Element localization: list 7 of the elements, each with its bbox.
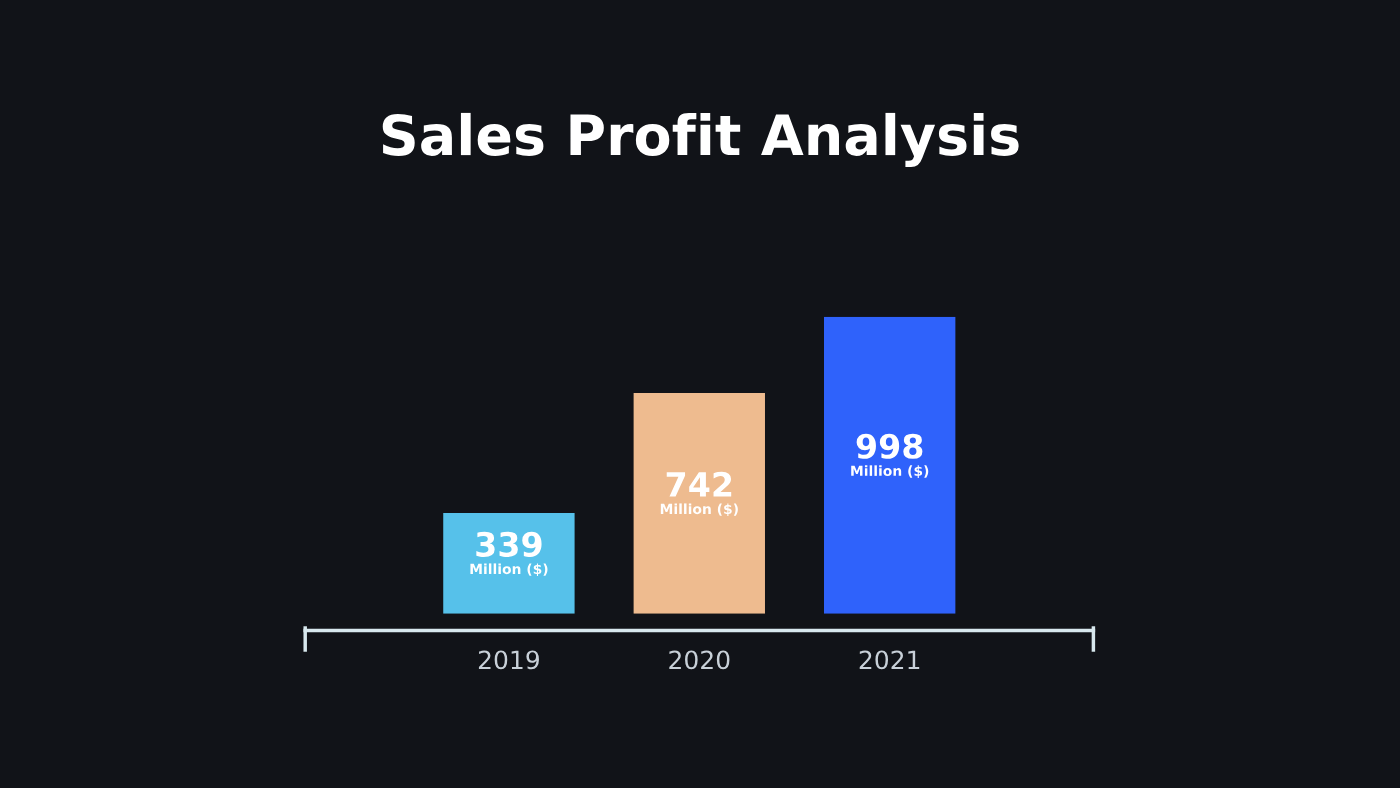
- data-label: 742 Million ($): [660, 471, 738, 517]
- x-tick-label: 2019: [478, 650, 539, 670]
- x-tick-label: 2020: [669, 650, 730, 670]
- data-label: 339 Million ($): [470, 531, 548, 576]
- chart-title: Sales Profit Analysis: [382, 112, 1019, 168]
- x-tick-label: 2021: [859, 650, 920, 670]
- data-label: 998 Million ($): [851, 433, 929, 478]
